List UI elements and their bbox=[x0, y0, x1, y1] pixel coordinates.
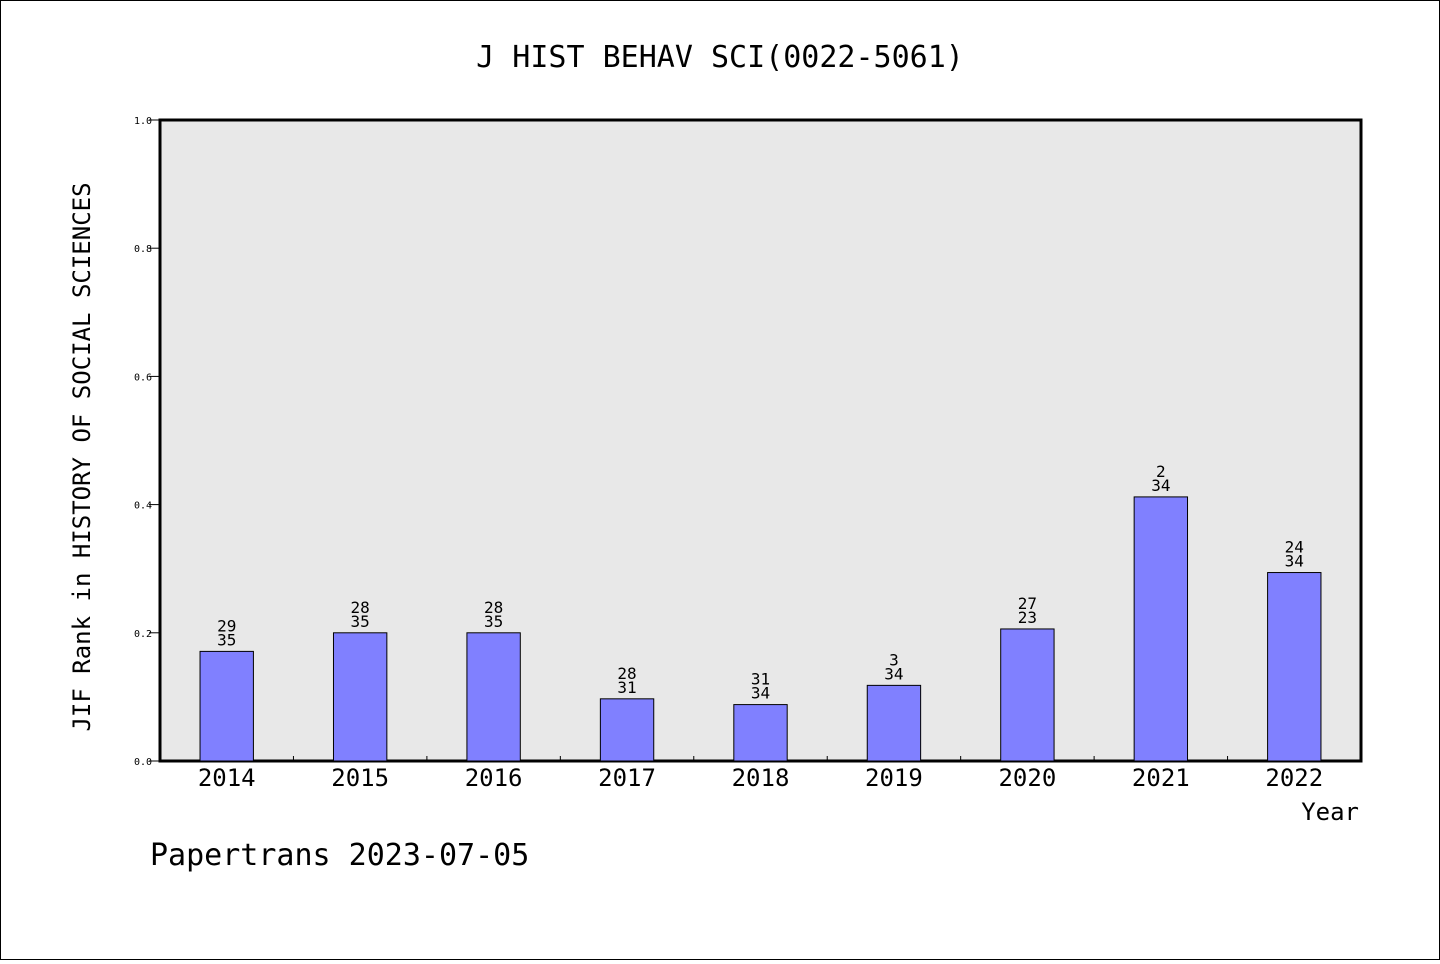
bar-label-top: 28 bbox=[617, 664, 636, 683]
bar-label-top: 2 bbox=[1156, 462, 1166, 481]
bar-label-bottom: 35 bbox=[351, 612, 370, 631]
bar-label-bottom: 34 bbox=[751, 684, 770, 703]
bar-2018 bbox=[733, 704, 788, 762]
bar-2014 bbox=[199, 650, 254, 762]
y-tick-label: 0.2 bbox=[134, 629, 152, 640]
bar-label-top: 29 bbox=[217, 616, 236, 635]
y-tick-label: 0.0 bbox=[134, 757, 152, 768]
bar-label-top: 24 bbox=[1285, 538, 1304, 557]
x-tick-label: 2022 bbox=[1265, 764, 1323, 792]
bar-label-top: 28 bbox=[484, 598, 503, 617]
y-tick-label: 0.4 bbox=[134, 501, 152, 512]
bar-2022 bbox=[1267, 572, 1322, 762]
y-axis-ticks: 0.0 0.2 0.4 0.6 0.8 1.0 bbox=[134, 116, 160, 768]
bar-label-bottom: 35 bbox=[217, 630, 236, 649]
bar-label-bottom: 23 bbox=[1018, 608, 1037, 627]
bar-label-top: 31 bbox=[751, 670, 770, 689]
bar-label-top: 3 bbox=[889, 650, 899, 669]
bars bbox=[199, 496, 1322, 762]
x-tick-label: 2016 bbox=[465, 764, 523, 792]
bar-label-bottom: 34 bbox=[1285, 552, 1304, 571]
x-axis-label: Year bbox=[1301, 798, 1359, 826]
bar-label-bottom: 35 bbox=[484, 612, 503, 631]
y-axis-label: JIF Rank in HISTORY OF SOCIAL SCIENCES bbox=[68, 182, 96, 731]
bar-2016 bbox=[466, 632, 521, 762]
bar-label-top: 28 bbox=[351, 598, 370, 617]
x-tick-label: 2020 bbox=[998, 764, 1056, 792]
bar-2019 bbox=[866, 684, 922, 762]
x-axis-ticks: 2014 2015 2016 2017 2018 2019 2020 2021 2022 bbox=[198, 756, 1323, 792]
bar-2021 bbox=[1133, 496, 1189, 762]
chart-title: J HIST BEHAV SCI(0022-5061) bbox=[476, 40, 964, 75]
bar-2015 bbox=[332, 632, 388, 762]
x-tick-label: 2019 bbox=[865, 764, 923, 792]
x-tick-label: 2021 bbox=[1132, 764, 1190, 792]
bar-label-bottom: 34 bbox=[884, 664, 903, 683]
footer-text: Papertrans 2023-07-05 bbox=[150, 838, 529, 873]
bar-label-bottom: 34 bbox=[1151, 476, 1170, 495]
y-tick-label: 0.8 bbox=[134, 244, 152, 255]
bar-label-bottom: 31 bbox=[617, 678, 636, 697]
bar-2017 bbox=[599, 698, 655, 762]
bar-label-top: 27 bbox=[1018, 594, 1037, 613]
x-tick-label: 2018 bbox=[732, 764, 790, 792]
y-tick-label: 0.6 bbox=[134, 372, 152, 383]
y-tick-label: 1.0 bbox=[134, 116, 152, 127]
bar-2020 bbox=[1000, 628, 1055, 762]
x-tick-label: 2015 bbox=[331, 764, 389, 792]
x-tick-label: 2017 bbox=[598, 764, 656, 792]
x-tick-label: 2014 bbox=[198, 764, 256, 792]
